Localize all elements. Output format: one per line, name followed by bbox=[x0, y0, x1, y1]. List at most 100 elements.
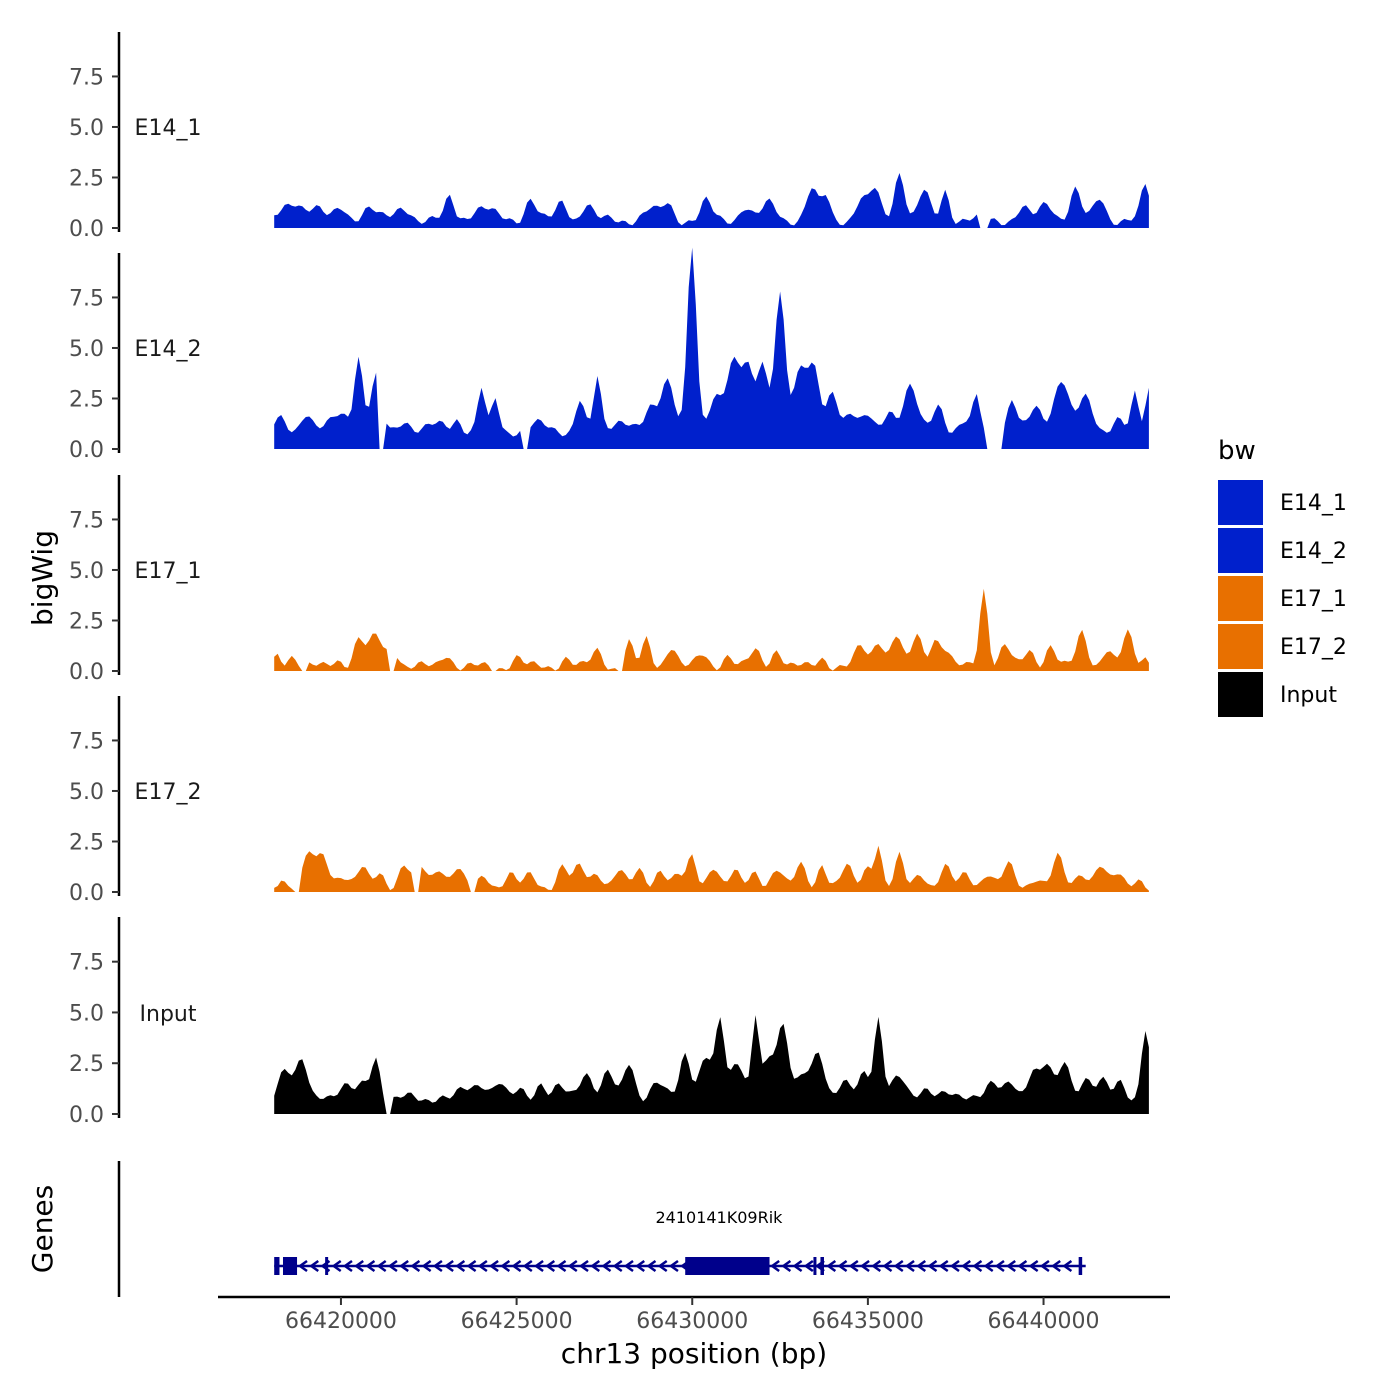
exon-2 bbox=[325, 1257, 329, 1275]
exon-6 bbox=[1078, 1257, 1083, 1275]
strand-arrow bbox=[331, 1259, 342, 1273]
legend-label-E14_1: E14_1 bbox=[1280, 491, 1347, 516]
strand-arrow bbox=[297, 1259, 308, 1273]
area-E17_1 bbox=[274, 588, 1149, 671]
y-tick-label-Input-1: 2.5 bbox=[69, 1052, 104, 1077]
strand-arrow bbox=[983, 1259, 994, 1273]
exon-4 bbox=[813, 1257, 817, 1275]
strand-arrow bbox=[1017, 1259, 1028, 1273]
legend-label-E14_2: E14_2 bbox=[1280, 539, 1347, 564]
y-tick-label-E17_2-3: 7.5 bbox=[69, 729, 104, 754]
y-tick-label-E17_1-0: 0.0 bbox=[69, 660, 104, 685]
strand-arrow bbox=[893, 1259, 904, 1273]
y-axis-title: bigWig bbox=[26, 530, 59, 626]
strand-arrow bbox=[342, 1259, 353, 1273]
legend-key-E17_1 bbox=[1218, 576, 1263, 621]
x-tick-label-3: 66435000 bbox=[812, 1309, 924, 1334]
strand-arrow bbox=[410, 1259, 421, 1273]
area-E14_1 bbox=[274, 173, 1149, 228]
exon-5 bbox=[820, 1257, 824, 1275]
x-tick-label-1: 66425000 bbox=[461, 1309, 573, 1334]
strip-label-E17_1: E17_1 bbox=[135, 559, 202, 584]
y-tick-label-E17_1-2: 5.0 bbox=[69, 559, 104, 584]
strand-arrow bbox=[961, 1259, 971, 1273]
legend-label-E17_1: E17_1 bbox=[1280, 587, 1347, 612]
strip-label-Input: Input bbox=[140, 1002, 197, 1027]
strand-arrow bbox=[859, 1259, 870, 1273]
x-tick-label-4: 66440000 bbox=[988, 1309, 1100, 1334]
y-tick-label-E17_2-2: 5.0 bbox=[69, 780, 104, 805]
gene-name-label: 2410141K09Rik bbox=[655, 1208, 783, 1227]
y-tick-label-E14_1-0: 0.0 bbox=[69, 217, 104, 242]
strand-arrow bbox=[646, 1259, 657, 1273]
strand-arrow bbox=[848, 1259, 859, 1273]
strand-arrow bbox=[803, 1259, 814, 1273]
strand-arrow bbox=[522, 1259, 533, 1273]
strip-label-E14_2: E14_2 bbox=[135, 337, 202, 362]
strand-arrow bbox=[1051, 1259, 1061, 1273]
strand-arrow bbox=[938, 1259, 949, 1273]
strand-arrow bbox=[500, 1259, 511, 1273]
strand-arrow bbox=[511, 1259, 522, 1273]
strand-arrow bbox=[623, 1259, 634, 1273]
strand-arrow bbox=[533, 1259, 544, 1273]
strand-arrow bbox=[1006, 1259, 1016, 1273]
area-E14_2 bbox=[274, 247, 1149, 449]
exon-0 bbox=[274, 1257, 280, 1275]
y-tick-label-E14_1-3: 7.5 bbox=[69, 65, 104, 90]
strand-arrow bbox=[612, 1259, 623, 1273]
strand-arrow bbox=[601, 1259, 612, 1273]
y-tick-label-E14_1-1: 2.5 bbox=[69, 166, 104, 191]
strand-arrow bbox=[781, 1259, 792, 1273]
strip-label-E17_2: E17_2 bbox=[135, 780, 202, 805]
legend-key-E17_2 bbox=[1218, 624, 1263, 669]
legend-label-Input: Input bbox=[1280, 683, 1337, 708]
strand-arrow bbox=[972, 1259, 983, 1273]
y-tick-label-E17_2-0: 0.0 bbox=[69, 881, 104, 906]
area-Input bbox=[274, 1015, 1149, 1114]
strand-arrow bbox=[916, 1259, 927, 1273]
strand-arrow bbox=[994, 1259, 1005, 1273]
y-tick-label-E17_1-1: 2.5 bbox=[69, 609, 104, 634]
y-tick-label-Input-0: 0.0 bbox=[69, 1103, 104, 1128]
strand-arrow bbox=[1039, 1259, 1050, 1273]
y-tick-label-E14_2-3: 7.5 bbox=[69, 286, 104, 311]
track-E17_2: 0.0 2.5 5.0 7.5 E17_2 bbox=[69, 696, 1149, 906]
exon-3 bbox=[685, 1257, 770, 1275]
strand-arrow bbox=[949, 1259, 960, 1273]
strand-arrow bbox=[826, 1259, 837, 1273]
legend-title: bw bbox=[1218, 436, 1256, 466]
x-tick-label-2: 66430000 bbox=[636, 1309, 748, 1334]
track-E14_1: 0.0 2.5 5.0 7.5 E14_1 bbox=[69, 32, 1149, 242]
strand-arrow bbox=[1062, 1259, 1073, 1273]
strand-arrow bbox=[1028, 1259, 1039, 1273]
genes-axis-title: Genes bbox=[26, 1185, 59, 1273]
strand-arrow bbox=[421, 1259, 432, 1273]
strand-arrow bbox=[635, 1259, 645, 1273]
y-tick-label-Input-3: 7.5 bbox=[69, 951, 104, 976]
y-tick-label-E14_2-0: 0.0 bbox=[69, 438, 104, 463]
strand-arrow bbox=[556, 1259, 567, 1273]
track-E14_2: 0.0 2.5 5.0 7.5 E14_2 bbox=[69, 247, 1149, 463]
gene-panel: 2410141K09Rik bbox=[117, 1161, 1086, 1297]
strand-arrow bbox=[432, 1259, 443, 1273]
legend-key-E14_1 bbox=[1218, 480, 1263, 525]
legend-key-Input bbox=[1218, 672, 1263, 717]
strand-arrow bbox=[590, 1259, 601, 1273]
y-tick-label-E14_1-2: 5.0 bbox=[69, 116, 104, 141]
strand-arrow bbox=[387, 1259, 398, 1273]
strand-arrow bbox=[837, 1259, 848, 1273]
track-E17_1: 0.0 2.5 5.0 7.5 E17_1 bbox=[69, 475, 1149, 685]
x-tick-label-0: 66420000 bbox=[285, 1309, 397, 1334]
strand-arrow bbox=[466, 1259, 477, 1273]
strand-arrow bbox=[792, 1259, 803, 1273]
y-tick-label-E14_2-1: 2.5 bbox=[69, 387, 104, 412]
legend: bw E14_1 E14_2 E17_1 E17_2 Input bbox=[1218, 436, 1347, 717]
track-panels: 0.0 2.5 5.0 7.5 E14_1 0.0 2.5 5.0 7.5 E14_2 0.0 2.5… bbox=[69, 32, 1149, 1128]
y-tick-label-E14_2-2: 5.0 bbox=[69, 337, 104, 362]
strand-arrow bbox=[443, 1259, 454, 1273]
strand-arrow bbox=[668, 1259, 679, 1273]
strand-arrow bbox=[455, 1259, 466, 1273]
strand-arrow bbox=[365, 1259, 376, 1273]
